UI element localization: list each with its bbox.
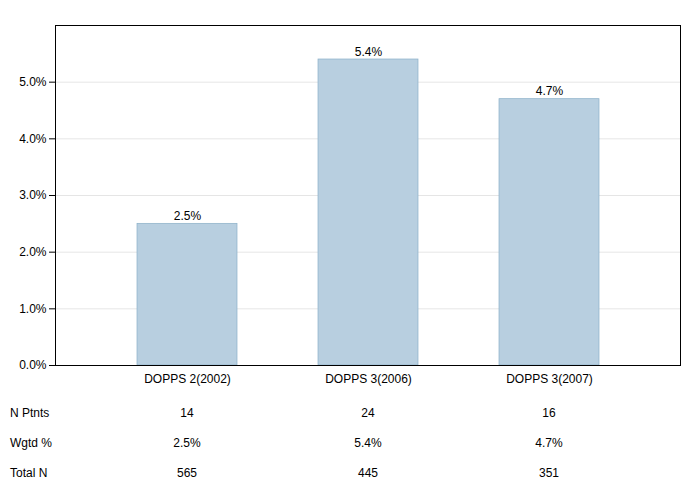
html-text:351: 351 bbox=[539, 466, 559, 480]
html-text:2.5%: 2.5% bbox=[173, 436, 201, 450]
html-text:Total N: Total N bbox=[10, 466, 48, 480]
svg-text:DOPPS 3(2007): DOPPS 3(2007) bbox=[506, 372, 593, 386]
html-text:445: 445 bbox=[358, 466, 378, 480]
html-text:565: 565 bbox=[177, 466, 197, 480]
html-text:5.4%: 5.4% bbox=[354, 436, 382, 450]
svg-text:5.0%: 5.0% bbox=[19, 75, 47, 89]
html-text:16: 16 bbox=[542, 406, 556, 420]
svg-text:DOPPS 2(2002): DOPPS 2(2002) bbox=[144, 372, 231, 386]
svg-text:2.5%: 2.5% bbox=[174, 209, 202, 223]
svg-text:2.0%: 2.0% bbox=[19, 245, 47, 259]
html-text:N Ptnts: N Ptnts bbox=[10, 406, 50, 420]
svg-text:4.0%: 4.0% bbox=[19, 132, 47, 146]
svg-text:5.4%: 5.4% bbox=[355, 45, 383, 59]
html-text:4.7%: 4.7% bbox=[535, 436, 563, 450]
svg-text:1.0%: 1.0% bbox=[19, 302, 47, 316]
html-text:24: 24 bbox=[361, 406, 375, 420]
svg-text:4.7%: 4.7% bbox=[536, 84, 564, 98]
html-text:Wgtd %: Wgtd % bbox=[10, 436, 52, 450]
html-text:14: 14 bbox=[180, 406, 194, 420]
svg-text:DOPPS 3(2006): DOPPS 3(2006) bbox=[325, 372, 412, 386]
svg-text:3.0%: 3.0% bbox=[19, 188, 47, 202]
svg-text:0.0%: 0.0% bbox=[19, 358, 47, 372]
